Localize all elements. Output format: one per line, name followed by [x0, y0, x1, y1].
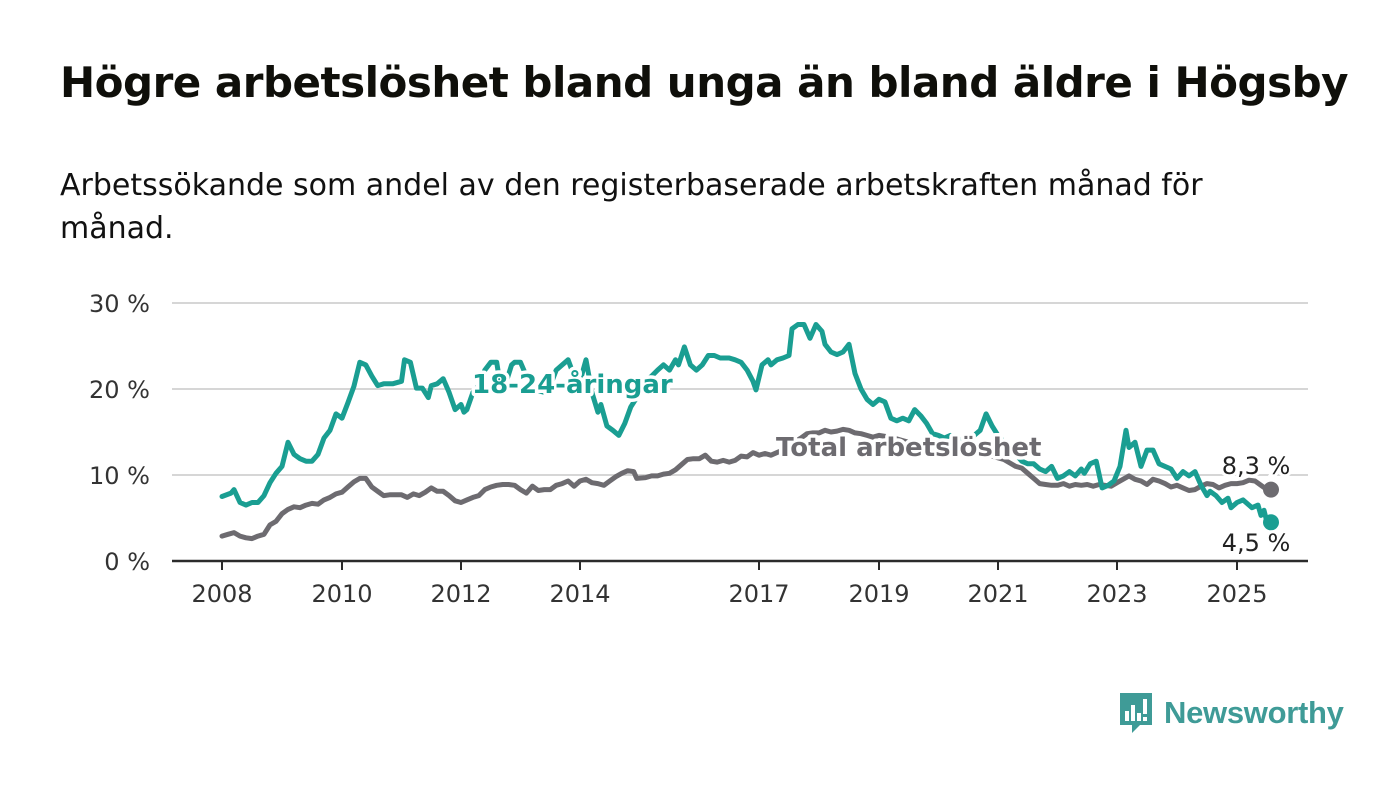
- y-axis-ticks: 0 % 10 % 20 % 30 %: [89, 290, 150, 576]
- x-tick-label: 2025: [1206, 580, 1267, 608]
- bar-chart-speech-icon: [1120, 693, 1152, 733]
- x-tick-label: 2010: [311, 580, 372, 608]
- y-tick-label: 20 %: [89, 376, 150, 404]
- x-tick-label: 2017: [728, 580, 789, 608]
- end-label-total: 8,3 %: [1222, 452, 1291, 480]
- series-label-youth: 18-24-åringar: [472, 368, 673, 400]
- x-tick-label: 2021: [967, 580, 1028, 608]
- series-label-total: Total arbetslöshet: [776, 433, 1041, 463]
- y-tick-label: 10 %: [89, 462, 150, 490]
- x-axis-ticks: 2008 2010 2012 2014 2017 2019 2021 2023 2025: [191, 561, 1268, 608]
- series-lines: [219, 322, 1279, 542]
- chart-title: Högre arbetslöshet bland unga än bland ä…: [60, 58, 1349, 107]
- series-line-total: [219, 426, 1270, 542]
- y-tick-label: 0 %: [104, 548, 150, 576]
- end-label-youth: 4,5 %: [1222, 529, 1291, 557]
- series-line-youth: [219, 322, 1270, 525]
- y-tick-label: 30 %: [89, 290, 150, 318]
- logo-text: Newsworthy: [1164, 695, 1344, 730]
- x-tick-label: 2014: [549, 580, 610, 608]
- x-tick-label: 2012: [430, 580, 491, 608]
- series-labels: 18-24-åringar Total arbetslöshet 8,3 % 4,5 …: [469, 365, 1294, 561]
- newsworthy-logo: Newsworthy: [1118, 690, 1344, 736]
- x-tick-label: 2019: [848, 580, 909, 608]
- x-tick-label: 2023: [1086, 580, 1147, 608]
- x-tick-label: 2008: [191, 580, 252, 608]
- gridlines: [172, 302, 1308, 563]
- chart-subtitle: Arbetssökande som andel av den registerb…: [60, 168, 1203, 246]
- end-point-youth: [1263, 514, 1279, 531]
- end-point-total: [1263, 481, 1279, 498]
